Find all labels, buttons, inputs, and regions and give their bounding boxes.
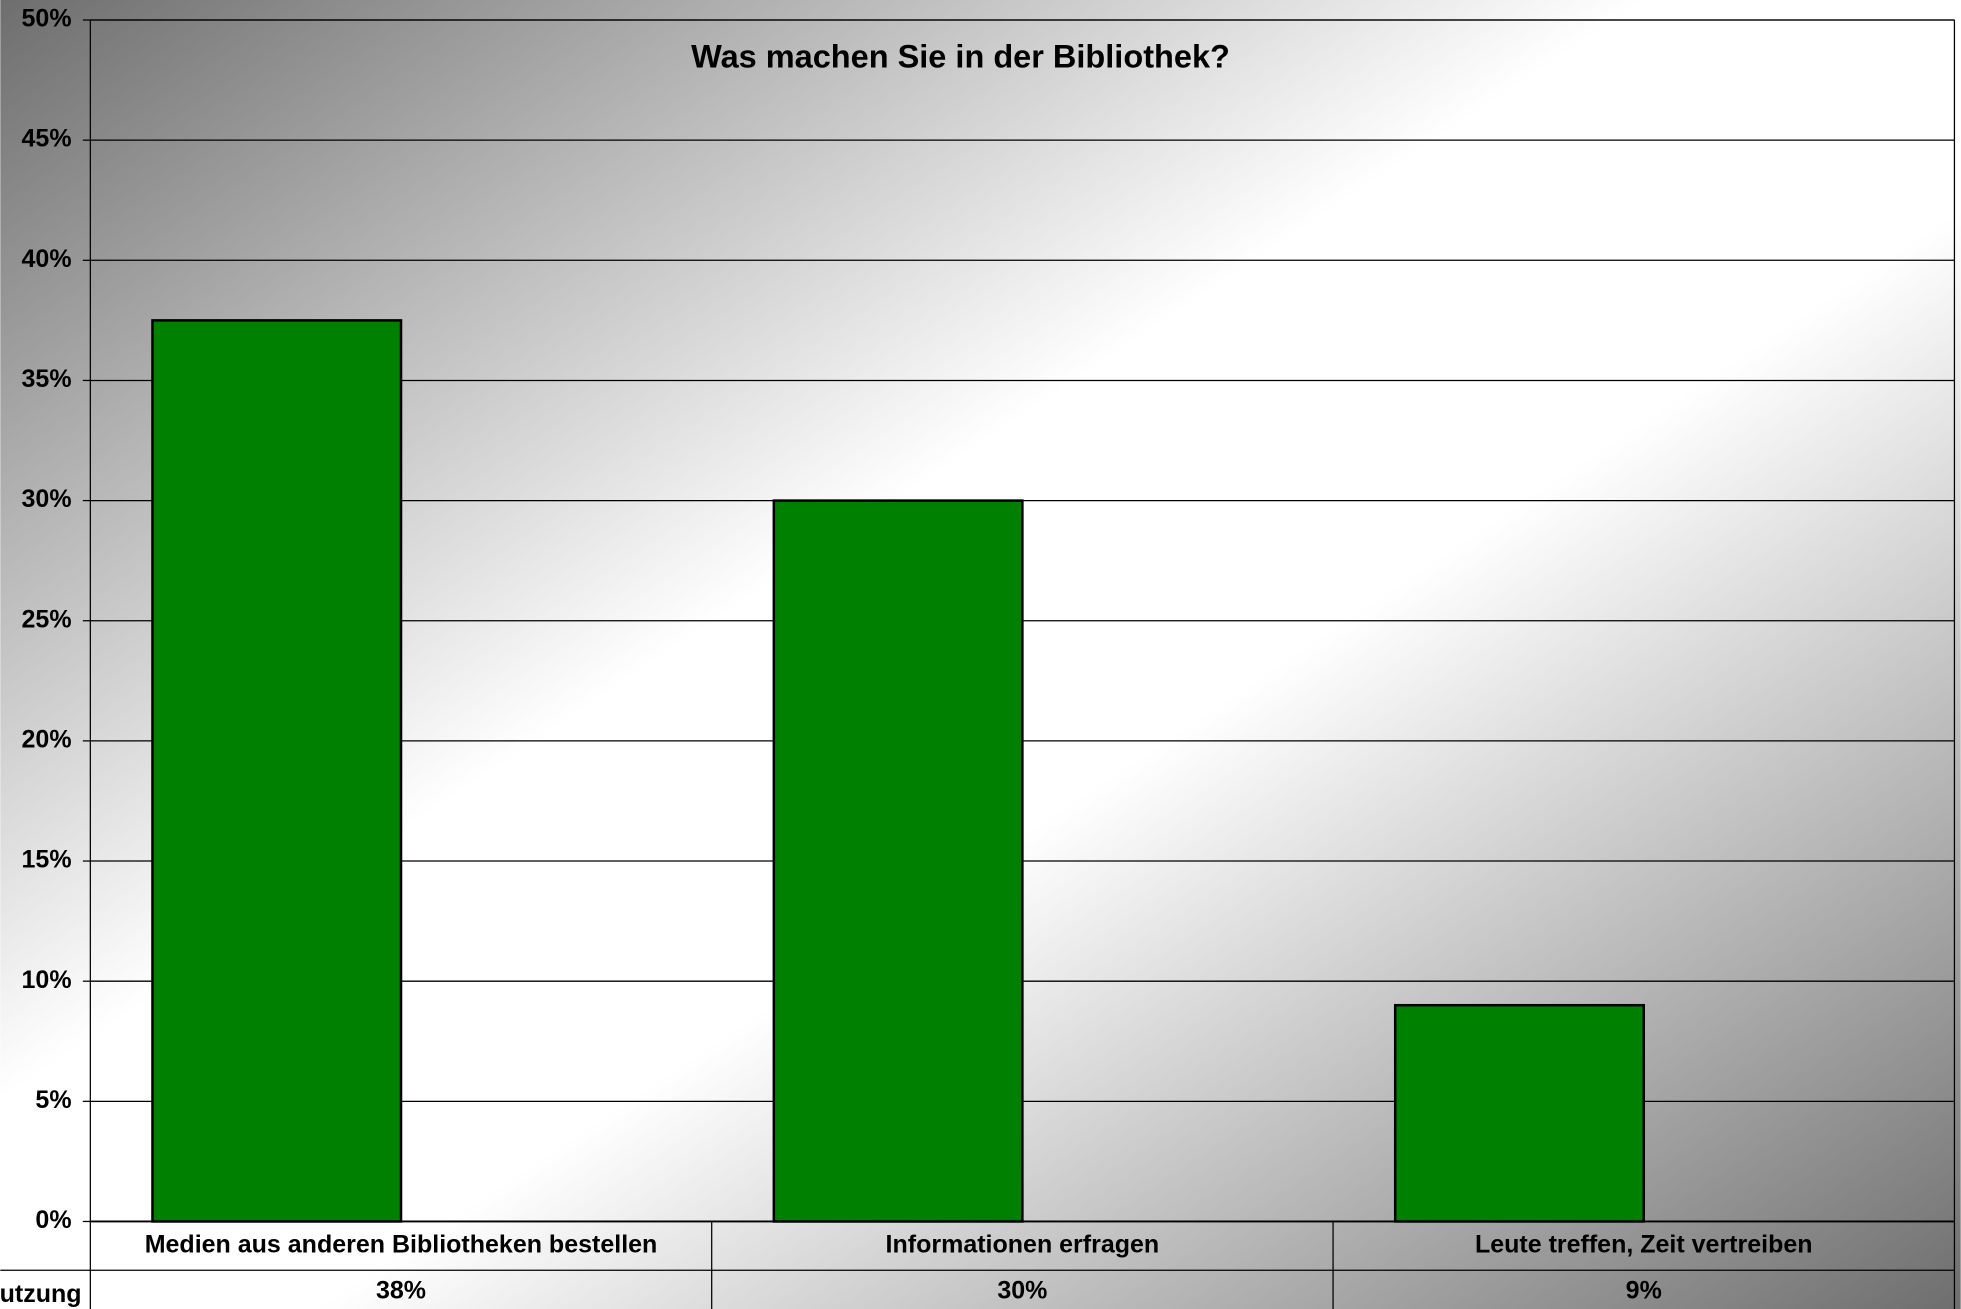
value-label: 30%: [997, 1277, 1047, 1305]
bar: [772, 499, 1024, 1223]
y-tick-label: 10%: [22, 966, 72, 994]
y-tick-label: 5%: [35, 1086, 71, 1114]
chart-title: Was machen Sie in der Bibliothek?: [691, 38, 1230, 74]
bar: [1393, 1003, 1646, 1223]
y-tick-label: 25%: [22, 605, 72, 633]
bar: [151, 319, 403, 1223]
y-tick-label: 0%: [35, 1206, 71, 1234]
value-label: 38%: [376, 1277, 426, 1305]
x-tick-label: Medien aus anderen Bibliotheken bestelle…: [145, 1230, 658, 1258]
y-tick-label: 15%: [22, 846, 72, 874]
y-tick-label: 30%: [22, 485, 72, 513]
y-tick-label: 40%: [22, 245, 72, 273]
table-row-label: Nutzung: [0, 1280, 82, 1308]
y-tick-label: 35%: [22, 365, 72, 393]
x-tick-label: Informationen erfragen: [886, 1230, 1160, 1258]
y-tick-label: 50%: [22, 5, 72, 33]
value-label: 9%: [1626, 1277, 1662, 1305]
x-tick-label: Leute treffen, Zeit vertreiben: [1475, 1230, 1813, 1258]
y-tick-label: 20%: [22, 726, 72, 754]
y-tick-label: 45%: [22, 125, 72, 153]
